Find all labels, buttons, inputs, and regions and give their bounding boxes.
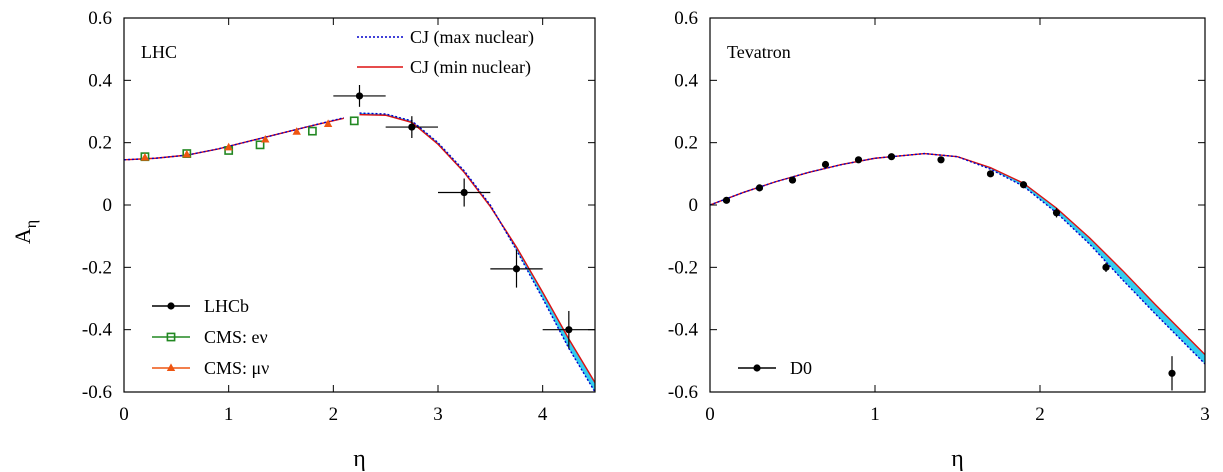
panel-tevatron: 0 1 2 3 -0.6 -0.4 -0.2 0 0.2 0.4 0.6 η Tevatron D0	[668, 8, 1210, 472]
y-axis-title-main: A	[10, 228, 35, 244]
cj-min-nuclear-curve-0	[710, 152, 1205, 356]
legend-marker-0	[753, 364, 761, 372]
data-point	[349, 116, 359, 126]
y-tick-label: -0.6	[668, 382, 698, 403]
data-point	[887, 153, 896, 161]
x-axis-label: η	[951, 446, 964, 472]
series-0	[722, 153, 1176, 391]
series-1	[140, 116, 359, 162]
y-tick-label: 0	[689, 195, 699, 216]
data-point	[854, 156, 863, 164]
x-axis-label: η	[353, 446, 366, 472]
legend-label-1: CJ (min nuclear)	[410, 57, 531, 78]
uncertainty-band-1	[359, 113, 595, 392]
x-tick-label: 3	[1200, 404, 1210, 425]
data-point	[1102, 263, 1110, 271]
x-tick-label: 3	[433, 404, 443, 425]
plot-frame	[709, 17, 1206, 393]
legend-label-0: D0	[790, 358, 812, 378]
data-point	[512, 265, 521, 273]
data-point	[1052, 209, 1061, 217]
svg-text:Aη: Aη	[10, 220, 40, 244]
data-point	[255, 140, 265, 150]
data-point	[224, 142, 233, 151]
x-tick-label: 1	[870, 404, 880, 425]
theory-curves	[124, 112, 595, 392]
data-point	[788, 176, 797, 184]
legend-label-0: LHCb	[204, 296, 249, 316]
uncertainty-band-0	[710, 153, 1205, 364]
cj-max-nuclear-curve-0	[124, 117, 344, 161]
legend-label-1: CMS: eν	[204, 327, 268, 347]
cj-max-nuclear-curve-0	[710, 152, 1205, 365]
x-tick-label: 0	[705, 404, 715, 425]
y-tick-label: -0.4	[668, 320, 699, 341]
theory-curves	[710, 152, 1205, 365]
data-point	[408, 123, 416, 131]
data-point	[460, 188, 468, 197]
bottom-legend: D0	[738, 358, 812, 378]
data-point	[307, 126, 317, 136]
top-legend: CJ (max nuclear) CJ (min nuclear)	[357, 27, 534, 78]
cj-min-nuclear-curve-1	[359, 113, 595, 384]
data-point	[261, 134, 270, 143]
panel-lhc: 0 1 2 3 4 -0.6 -0.4 -0.2 0 0.2 0.4 0.6 η LHC CJ (max n…	[82, 8, 596, 472]
data-point	[182, 149, 191, 158]
data-point	[722, 196, 731, 204]
data-point	[292, 127, 301, 135]
data-point	[1168, 369, 1176, 377]
data-point	[140, 153, 150, 161]
y-tick-label: -0.6	[82, 382, 112, 403]
series-2	[140, 119, 333, 161]
x-tick-label: 1	[224, 404, 234, 425]
data-point	[323, 119, 333, 127]
y-tick-label: 0.4	[674, 70, 698, 91]
y-tick-label: -0.4	[82, 320, 113, 341]
uncertainty-band-0	[124, 117, 344, 160]
x-tick-label: 0	[119, 404, 129, 425]
legend-marker-1	[166, 332, 176, 342]
panel-label: LHC	[141, 42, 177, 62]
axis-ticks: 0 1 2 3 4 -0.6 -0.4 -0.2 0 0.2 0.4 0.6	[82, 8, 595, 425]
y-tick-label: -0.2	[668, 257, 698, 278]
y-tick-label: 0.6	[674, 8, 698, 29]
data-point	[986, 170, 995, 178]
legend-label-0: CJ (max nuclear)	[410, 27, 534, 48]
data-point	[821, 160, 830, 169]
bottom-legend: LHCb CMS: eν CMS: μν	[152, 296, 269, 378]
data-point	[937, 156, 945, 164]
y-tick-label: 0.6	[88, 8, 112, 29]
x-tick-label: 4	[538, 404, 548, 425]
y-tick-label: 0	[103, 195, 113, 216]
y-axis-title: Aη	[10, 220, 40, 244]
cj-max-nuclear-curve-1	[359, 112, 595, 392]
data-point	[1019, 181, 1028, 189]
y-tick-label: -0.2	[82, 257, 112, 278]
y-tick-label: 0.2	[674, 133, 698, 154]
y-axis-title-subscript: η	[23, 220, 40, 228]
legend-marker-2	[166, 363, 176, 371]
x-tick-label: 2	[1035, 404, 1045, 425]
data-point	[565, 326, 573, 334]
y-tick-label: 0.4	[88, 70, 112, 91]
legend-label-2: CMS: μν	[204, 358, 269, 378]
axis-ticks: 0 1 2 3 -0.6 -0.4 -0.2 0 0.2 0.4 0.6	[668, 8, 1210, 425]
data-point	[355, 92, 364, 100]
x-tick-label: 2	[329, 404, 339, 425]
cj-min-nuclear-curve-0	[124, 117, 344, 161]
legend-marker-0	[167, 302, 175, 310]
y-tick-label: 0.2	[88, 133, 112, 154]
panel-label: Tevatron	[727, 42, 791, 62]
data-point	[755, 184, 764, 192]
series-0	[333, 85, 595, 349]
